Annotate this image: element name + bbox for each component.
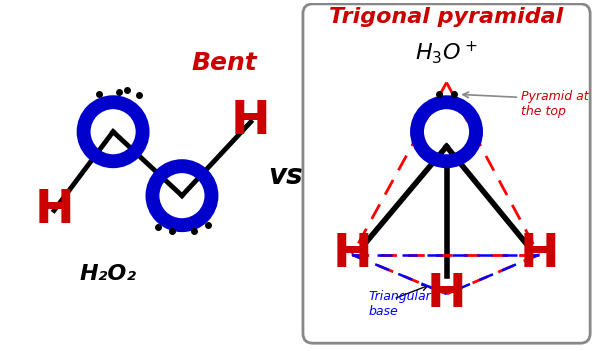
Text: H: H — [332, 232, 372, 277]
Text: H: H — [427, 272, 466, 317]
Text: Bent: Bent — [192, 51, 257, 75]
FancyBboxPatch shape — [303, 4, 590, 343]
Text: $H_3O^+$: $H_3O^+$ — [415, 40, 478, 66]
Text: Trigonal pyramidal: Trigonal pyramidal — [329, 7, 564, 27]
Text: H₂O₂: H₂O₂ — [80, 264, 137, 284]
Text: H: H — [231, 99, 271, 144]
Text: H: H — [34, 188, 74, 233]
Text: Triangular
base: Triangular base — [369, 290, 432, 318]
Text: Pyramid at
the top: Pyramid at the top — [521, 90, 589, 118]
Text: H: H — [519, 232, 559, 277]
Text: vs: vs — [268, 162, 303, 190]
